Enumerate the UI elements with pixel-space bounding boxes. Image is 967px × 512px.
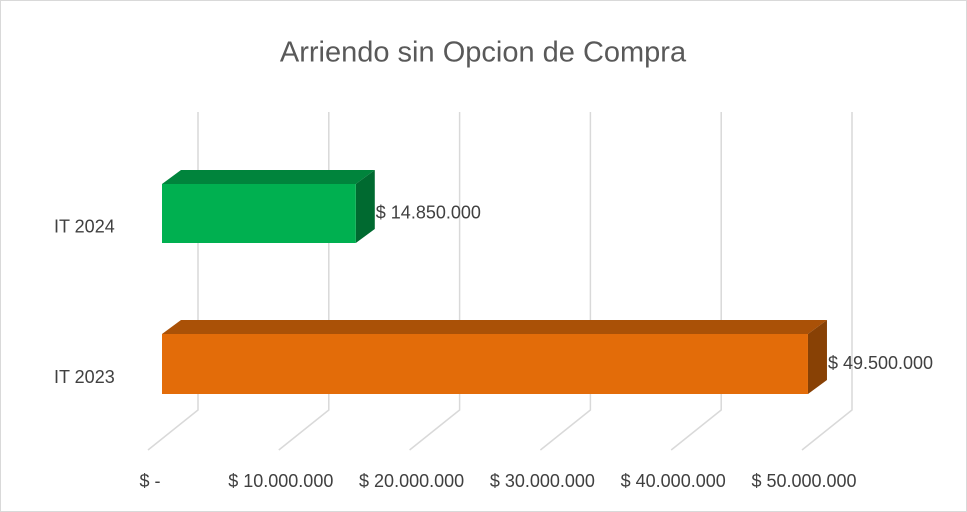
bar-front: [162, 184, 356, 243]
value-label: $ 14.850.000: [376, 202, 481, 222]
grid-line: [670, 112, 722, 451]
x-tick-label: $ 20.000.000: [359, 471, 464, 491]
x-tick-label: $ -: [139, 471, 160, 491]
bar-side: [355, 170, 375, 243]
value-label: $ 49.500.000: [828, 353, 933, 373]
x-tick-label: $ 50.000.000: [751, 471, 856, 491]
bar: [162, 320, 827, 394]
x-tick-label: $ 10.000.000: [228, 471, 333, 491]
y-tick-label: IT 2024: [54, 216, 115, 236]
chart-title: Arriendo sin Opcion de Compra: [280, 37, 687, 69]
bar-front: [162, 334, 808, 394]
bar: [162, 170, 375, 243]
bar-top: [162, 170, 375, 184]
grid-line: [409, 112, 461, 451]
grid-line: [539, 112, 592, 451]
bar-top: [162, 320, 827, 334]
x-tick-label: $ 30.000.000: [490, 471, 595, 491]
y-tick-label: IT 2023: [54, 367, 115, 387]
bar-side: [807, 320, 827, 394]
x-tick-label: $ 40.000.000: [621, 471, 726, 491]
grid-line: [801, 112, 853, 451]
